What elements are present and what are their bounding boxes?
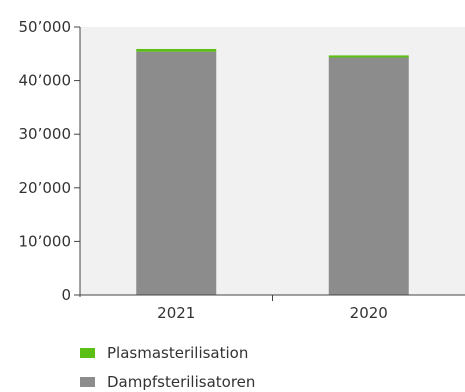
legend-label: Plasmasterilisation (107, 344, 248, 362)
bar-dampfsterilisatoren-2020 (328, 57, 409, 295)
x-tick-label: 2020 (350, 304, 388, 322)
y-tick-label: 40’000 (19, 72, 72, 90)
bar-plasmasterilisation-2020 (328, 55, 409, 58)
legend-swatch (80, 377, 95, 387)
bar-dampfsterilisatoren-2021 (136, 51, 217, 295)
x-tick-label: 2021 (157, 304, 195, 322)
x-axis-ticks: 2021 2020 (157, 295, 388, 322)
bars-group (136, 48, 409, 295)
bar-plasmasterilisation-2021 (136, 48, 217, 52)
y-tick-label: 30’000 (19, 125, 72, 143)
y-tick-label: 20’000 (19, 179, 72, 197)
legend-label: Dampfsterilisatoren (107, 373, 255, 391)
legend-swatch (80, 348, 95, 358)
y-tick-label: 10’000 (19, 232, 72, 250)
y-tick-label: 50’000 (19, 18, 72, 36)
y-axis-ticks: 0 10’000 20’000 30’000 40’000 50’000 (19, 18, 80, 304)
y-tick-label: 0 (61, 286, 71, 304)
legend: Plasmasterilisation Dampfsterilisatoren (80, 344, 255, 391)
